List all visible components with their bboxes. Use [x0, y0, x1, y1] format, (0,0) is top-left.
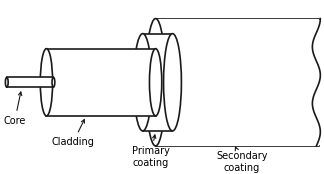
Ellipse shape — [146, 19, 166, 146]
Text: Core: Core — [4, 92, 26, 126]
Ellipse shape — [149, 49, 162, 116]
Text: Secondary
coating: Secondary coating — [216, 147, 268, 173]
Ellipse shape — [164, 34, 181, 131]
Ellipse shape — [6, 77, 8, 87]
Ellipse shape — [52, 77, 55, 87]
Bar — [156, 19, 319, 146]
Text: Cladding: Cladding — [52, 120, 95, 147]
Bar — [143, 34, 172, 131]
Bar — [46, 49, 156, 116]
Ellipse shape — [134, 34, 152, 131]
Text: Primary
coating: Primary coating — [132, 135, 169, 168]
Bar — [7, 77, 53, 87]
Ellipse shape — [40, 49, 52, 116]
